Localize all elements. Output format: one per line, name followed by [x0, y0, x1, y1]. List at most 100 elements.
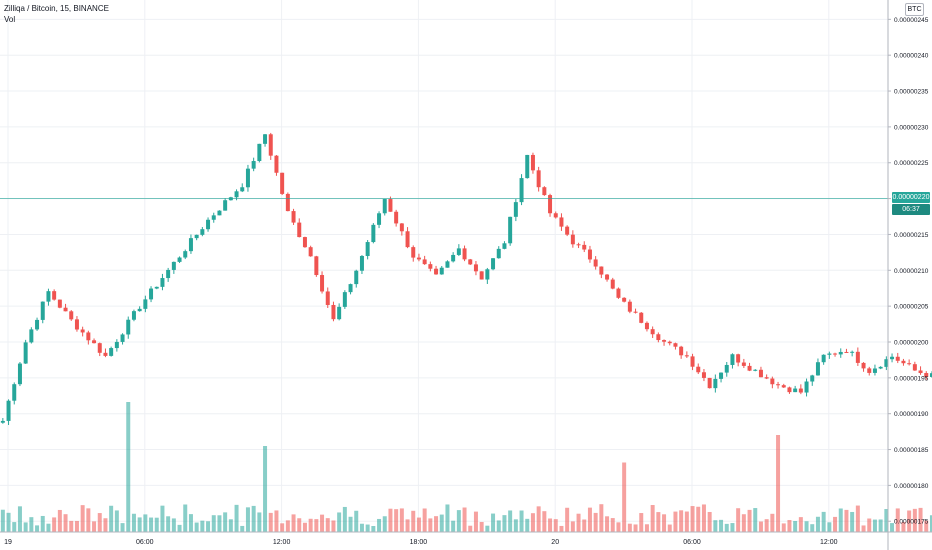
candle-body	[377, 213, 382, 225]
y-tick-label: 0.00000215	[894, 232, 929, 239]
candle-body	[166, 269, 171, 279]
volume-bar	[815, 516, 820, 532]
candle-body	[838, 351, 843, 355]
candle-body	[149, 288, 154, 300]
candle-body	[741, 362, 746, 366]
volume-bar	[109, 505, 114, 532]
candle-body	[565, 226, 570, 235]
candle-body	[74, 319, 79, 330]
volume-bar	[684, 511, 689, 532]
volume-bar	[662, 514, 667, 532]
candle-body	[764, 377, 769, 379]
candle-body	[456, 248, 461, 255]
candle-body	[445, 261, 450, 268]
volume-bar	[673, 511, 678, 532]
candle-body	[206, 219, 211, 230]
candle-body	[548, 195, 553, 214]
volume-bar	[257, 512, 262, 532]
candle-body	[929, 373, 932, 377]
candle-body	[422, 259, 427, 265]
x-tick-label: 12:00	[273, 539, 291, 546]
volume-bar	[833, 516, 838, 532]
volume-bar	[234, 504, 239, 532]
candle-body	[23, 342, 28, 364]
currency-badge[interactable]: BTC	[905, 3, 924, 16]
candle-body	[171, 261, 176, 270]
chart-legend: Zilliqa / Bitcoin, 15, BINANCE Vol	[4, 3, 109, 25]
candle-body	[582, 244, 587, 250]
candle-body	[359, 255, 364, 271]
candle-body	[593, 259, 598, 267]
candle-body	[861, 362, 866, 369]
volume-bar	[491, 513, 496, 532]
volume-bar	[217, 515, 222, 532]
volume-bar	[69, 520, 74, 532]
volume-bar	[137, 517, 142, 532]
volume-bar	[855, 505, 860, 532]
candle-body	[211, 215, 216, 220]
candle-body	[200, 229, 205, 235]
candle-body	[907, 363, 912, 365]
candle-body	[388, 199, 393, 212]
volume-bar	[280, 523, 285, 532]
candle-body	[622, 297, 627, 302]
candle-body	[884, 359, 889, 367]
x-tick-label: 06:00	[683, 539, 701, 546]
candle-body	[867, 368, 872, 373]
candle-body	[519, 178, 524, 203]
candle-body	[451, 254, 456, 262]
volume-bar	[57, 509, 62, 532]
volume-bar	[776, 435, 781, 532]
candle-body	[701, 372, 706, 378]
volume-bar	[502, 515, 507, 532]
volume-bar	[616, 522, 621, 532]
candle-body	[354, 270, 359, 285]
volume-bar	[895, 508, 900, 532]
candle-body	[434, 268, 439, 275]
volume-bar	[610, 518, 615, 532]
candle-body	[576, 244, 581, 246]
volume-bar	[787, 520, 792, 532]
volume-bar	[6, 512, 11, 532]
candle-body	[320, 275, 325, 292]
candle-body	[758, 369, 763, 378]
volume-bar	[291, 514, 296, 532]
y-tick-label: 0.00000195	[894, 375, 929, 382]
candle-body	[131, 311, 136, 320]
y-tick-label: 0.00000245	[894, 17, 929, 24]
candle-body	[855, 351, 860, 363]
volume-bar	[798, 517, 803, 532]
volume-bar	[764, 519, 769, 532]
volume-bar	[445, 504, 450, 532]
volume-bar	[103, 518, 108, 532]
candle-body	[787, 387, 792, 393]
volume-bar	[285, 520, 290, 532]
volume-bar	[656, 512, 661, 532]
candlesticks	[0, 132, 932, 426]
candle-body	[684, 355, 689, 357]
y-tick-label: 0.00000185	[894, 447, 929, 454]
volume-bar	[451, 520, 456, 532]
candle-body	[251, 161, 256, 169]
candle-body	[747, 365, 752, 371]
candle-body	[815, 362, 820, 376]
symbol-title[interactable]: Zilliqa / Bitcoin, 15, BINANCE	[4, 4, 109, 13]
volume-bar	[644, 524, 649, 532]
volume-bar	[314, 519, 319, 532]
volume-bar	[696, 506, 701, 532]
bar-countdown-label: 06:37	[892, 204, 930, 215]
volume-bar	[850, 511, 855, 532]
candle-body	[97, 343, 102, 353]
volume-bar	[736, 508, 741, 532]
y-tick-label: 0.00000180	[894, 483, 929, 490]
candle-body	[69, 311, 74, 320]
volume-bar	[753, 508, 758, 532]
candle-body	[0, 420, 5, 423]
candle-body	[177, 257, 182, 262]
volume-bar	[416, 517, 421, 532]
candle-body	[394, 211, 399, 224]
candle-body	[35, 319, 40, 330]
volume-bar	[434, 516, 439, 532]
volume-indicator-label[interactable]: Vol	[4, 15, 16, 24]
